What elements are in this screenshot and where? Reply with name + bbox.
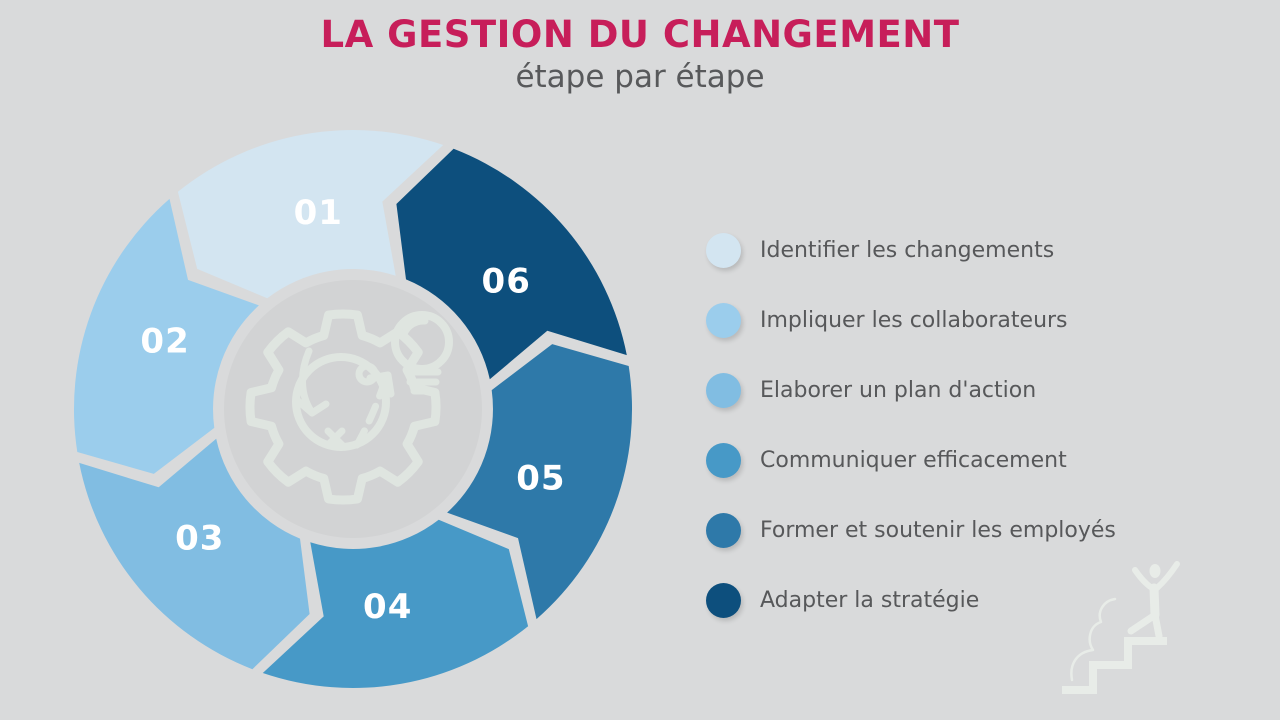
legend-item: Communiquer efficacement [706, 442, 1116, 478]
legend-color-dot [706, 302, 741, 338]
legend-color-dot [706, 372, 741, 408]
legend-item-label: Impliquer les collaborateurs [760, 307, 1068, 333]
legend-item-label: Former et soutenir les employés [760, 517, 1116, 543]
page-title: LA GESTION DU CHANGEMENT [320, 13, 960, 56]
cycle-segment-number: 06 [482, 261, 531, 301]
legend-item: Identifier les changements [706, 232, 1116, 268]
legend-item: Adapter la stratégie [706, 582, 1116, 618]
cycle-segment-number: 05 [516, 458, 565, 498]
legend-color-dot [706, 582, 741, 618]
cycle-segment-05 [447, 344, 633, 620]
legend-item: Impliquer les collaborateurs [706, 302, 1116, 338]
gear-icon [245, 309, 441, 505]
cycle-segment-02 [73, 198, 259, 474]
legend-item-label: Identifier les changements [760, 237, 1055, 263]
person-icon [1127, 561, 1180, 640]
page-subtitle: étape par étape [515, 59, 765, 95]
legend-item: Elaborer un plan d'action [706, 372, 1116, 408]
cycle-segment-03 [79, 438, 310, 670]
legend-color-dot [706, 442, 741, 478]
strategy-doodle-icon [292, 347, 395, 451]
header: LA GESTION DU CHANGEMENT étape par étape [0, 0, 1280, 96]
lightbulb-icon [391, 311, 453, 395]
cycle-segment-06 [396, 148, 627, 380]
cycle-segment-number: 02 [140, 322, 189, 362]
cycle-segment-number: 01 [294, 193, 343, 233]
legend-item: Former et soutenir les employés [706, 512, 1116, 548]
cycle-segment-number: 04 [363, 587, 412, 627]
legend-item-label: Elaborer un plan d'action [760, 377, 1037, 403]
cycle-segment-04 [262, 519, 529, 688]
stairs-icon [1062, 637, 1167, 694]
legend: Identifier les changements Impliquer les… [706, 232, 1116, 652]
cycle-segment-01 [177, 130, 444, 299]
legend-color-dot [706, 232, 741, 268]
person-climbing-stairs-icon [1062, 561, 1180, 694]
path-swirl-icon [1070, 597, 1117, 682]
cycle-segment-number: 03 [175, 519, 224, 559]
cycle-segments: 01 02 03 04 05 06 [73, 130, 633, 688]
legend-color-dot [706, 512, 741, 548]
legend-item-label: Adapter la stratégie [760, 587, 980, 613]
legend-item-label: Communiquer efficacement [760, 447, 1067, 473]
